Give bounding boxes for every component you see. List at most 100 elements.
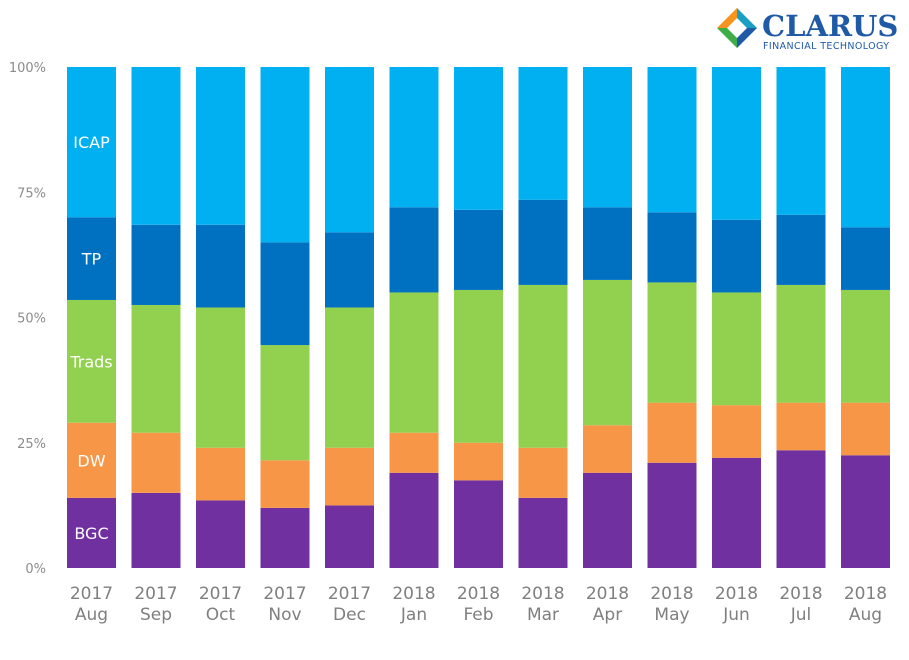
bar-segment-dw — [325, 447, 374, 506]
clarus-logo-mark — [717, 8, 757, 48]
bar-stack — [583, 67, 632, 568]
bar-segment-trads — [67, 299, 116, 423]
clarus-logo: CLARUS FINANCIAL TECHNOLOGY — [717, 8, 898, 52]
bar-stack — [712, 67, 761, 568]
bar-segment-dw — [260, 460, 310, 508]
x-tick-year: 2018 — [650, 584, 693, 604]
bar-segment-trads — [389, 292, 439, 433]
bar-segment-icap — [325, 67, 374, 233]
series-label-trads: Trads — [69, 352, 112, 371]
x-tick-label: 2017 Aug — [70, 584, 113, 625]
bar-segment-trads — [841, 289, 890, 403]
bar-stack — [389, 67, 439, 568]
bar-segment-trads — [196, 307, 245, 448]
x-tick-label: 2017 Sep — [134, 584, 177, 625]
bar-segment-tp — [776, 214, 826, 285]
bar-segment-tp — [841, 227, 890, 290]
x-tick-year: 2018 — [779, 584, 822, 604]
bar-segment-trads — [712, 292, 761, 406]
bar-stack — [131, 67, 181, 568]
bar-segment-dw — [518, 447, 568, 498]
series-label-icap: ICAP — [73, 133, 110, 152]
x-tick-month: Jan — [400, 605, 427, 625]
bar-segment-bgc — [647, 462, 697, 568]
bar-segment-bgc — [841, 455, 890, 568]
bar-segment-trads — [518, 284, 568, 448]
bar-segment-bgc — [776, 450, 826, 568]
bar-segment-dw — [647, 402, 697, 463]
y-tick-label: 25% — [17, 437, 46, 452]
bar-segment-bgc — [260, 507, 310, 568]
bar-segment-bgc — [454, 480, 503, 568]
bar-segment-tp — [325, 232, 374, 308]
x-tick-year: 2017 — [328, 584, 371, 604]
y-axis: 0% 25% 50% 75% 100% — [9, 61, 46, 577]
x-tick-label: 2018 May — [650, 584, 693, 625]
x-tick-year: 2017 — [70, 584, 113, 604]
x-tick-label: 2017 Oct — [199, 584, 242, 625]
bar-segment-trads — [776, 284, 826, 403]
x-tick-month: Jun — [722, 605, 750, 625]
bar-segment-icap — [389, 67, 439, 208]
x-tick-month: Mar — [527, 605, 559, 625]
x-tick-label: 2018 Jun — [715, 584, 758, 625]
bar-stack — [325, 67, 374, 568]
x-tick-month: Jul — [790, 605, 812, 625]
bar-segment-icap — [776, 67, 826, 215]
bar-segment-dw — [583, 425, 632, 473]
bar-stack — [454, 67, 503, 568]
bar-segment-trads — [325, 307, 374, 448]
x-tick-year: 2018 — [586, 584, 629, 604]
bar-segment-tp — [67, 217, 116, 300]
x-tick-year: 2018 — [457, 584, 500, 604]
series-label-tp: TP — [81, 250, 102, 269]
bar-segment-dw — [712, 405, 761, 458]
x-tick-label: 2018 Jul — [779, 584, 822, 625]
x-tick-month: Sep — [140, 605, 172, 625]
y-tick-label: 100% — [9, 61, 46, 76]
bar-segment-bgc — [196, 500, 245, 568]
x-tick-month: Oct — [206, 605, 236, 625]
bar-segment-tp — [454, 209, 503, 290]
bar-segment-icap — [518, 67, 568, 200]
bar-segment-trads — [647, 282, 697, 403]
x-tick-label: 2018 Feb — [457, 584, 500, 625]
bar-stack — [518, 67, 568, 568]
bar-stack — [196, 67, 245, 568]
y-tick-label: 0% — [25, 562, 46, 577]
bar-segment-icap — [196, 67, 245, 225]
bar-segment-tp — [583, 207, 632, 280]
x-tick-year: 2017 — [199, 584, 242, 604]
series-label-dw: DW — [77, 451, 105, 470]
bar-segment-trads — [131, 304, 181, 433]
bar-stack — [841, 67, 890, 568]
series-label-bgc: BGC — [74, 524, 108, 543]
bar-stack — [647, 67, 697, 568]
bar-segment-dw — [776, 402, 826, 451]
x-tick-label: 2018 Jan — [392, 584, 435, 625]
bar-segment-tp — [260, 242, 310, 346]
logo-tagline: FINANCIAL TECHNOLOGY — [763, 41, 890, 52]
bar-segment-icap — [712, 67, 761, 220]
x-tick-month: Nov — [268, 605, 301, 625]
bar-stack — [67, 67, 116, 568]
bar-segment-tp — [518, 199, 568, 285]
bar-segment-icap — [841, 67, 890, 228]
bar-segment-trads — [260, 345, 310, 461]
x-tick-month: Feb — [463, 605, 493, 625]
bar-segment-tp — [131, 224, 181, 305]
bar-segment-bgc — [712, 457, 761, 568]
bar-segment-dw — [389, 432, 439, 473]
bar-segment-bgc — [583, 472, 632, 568]
y-tick-label: 75% — [17, 186, 46, 201]
bar-segment-dw — [196, 447, 245, 501]
bar-segment-trads — [454, 289, 503, 443]
x-tick-year: 2018 — [392, 584, 435, 604]
x-tick-year: 2018 — [521, 584, 564, 604]
bar-segment-tp — [712, 219, 761, 293]
bar-segment-icap — [260, 67, 310, 243]
bar-segment-icap — [67, 67, 116, 218]
bar-segment-trads — [583, 279, 632, 426]
bar-segment-dw — [67, 422, 116, 498]
